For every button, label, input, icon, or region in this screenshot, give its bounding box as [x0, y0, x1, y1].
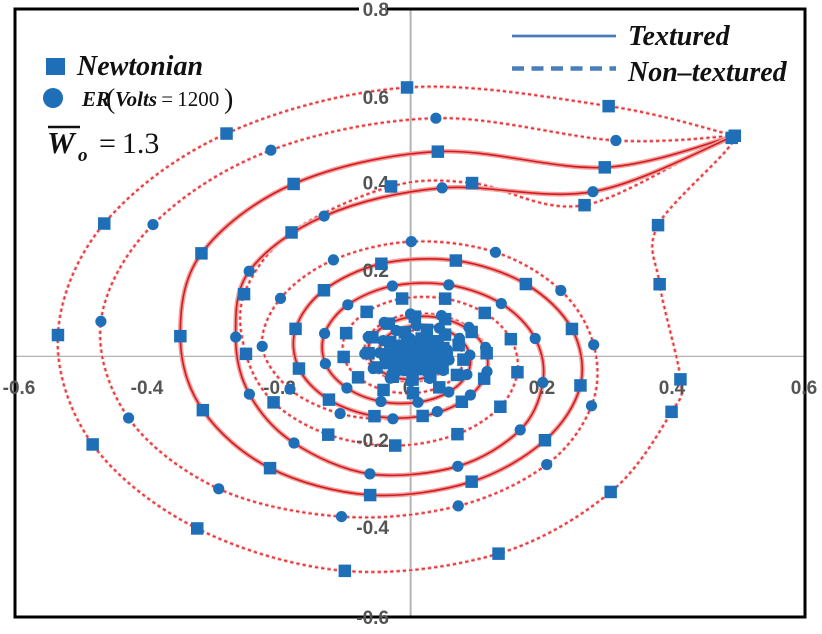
svg-text:-0.2: -0.2: [356, 431, 389, 452]
svg-text:-0.6: -0.6: [356, 608, 389, 629]
svg-text:-0.6: -0.6: [3, 378, 36, 399]
svg-text:= 1200: = 1200: [157, 87, 219, 111]
svg-text:Textured: Textured: [628, 21, 731, 52]
svg-text:): ): [224, 84, 233, 115]
svg-text:0.6: 0.6: [791, 378, 817, 399]
svg-text:o: o: [78, 145, 88, 166]
svg-text:ER: ER: [81, 87, 110, 111]
svg-text:W: W: [47, 125, 77, 160]
svg-text:0.2: 0.2: [529, 378, 555, 399]
svg-text:Volts: Volts: [115, 87, 157, 111]
svg-text:= 1.3: = 1.3: [93, 127, 159, 160]
svg-text:(: (: [106, 84, 115, 115]
svg-text:Non–textured: Non–textured: [627, 57, 788, 88]
svg-text:-0.4: -0.4: [131, 378, 164, 399]
svg-text:-0.4: -0.4: [356, 518, 389, 539]
svg-text:0.4: 0.4: [363, 174, 390, 195]
svg-text:0.6: 0.6: [363, 88, 389, 109]
svg-text:0.8: 0.8: [363, 0, 389, 21]
svg-text:Newtonian: Newtonian: [76, 51, 203, 82]
